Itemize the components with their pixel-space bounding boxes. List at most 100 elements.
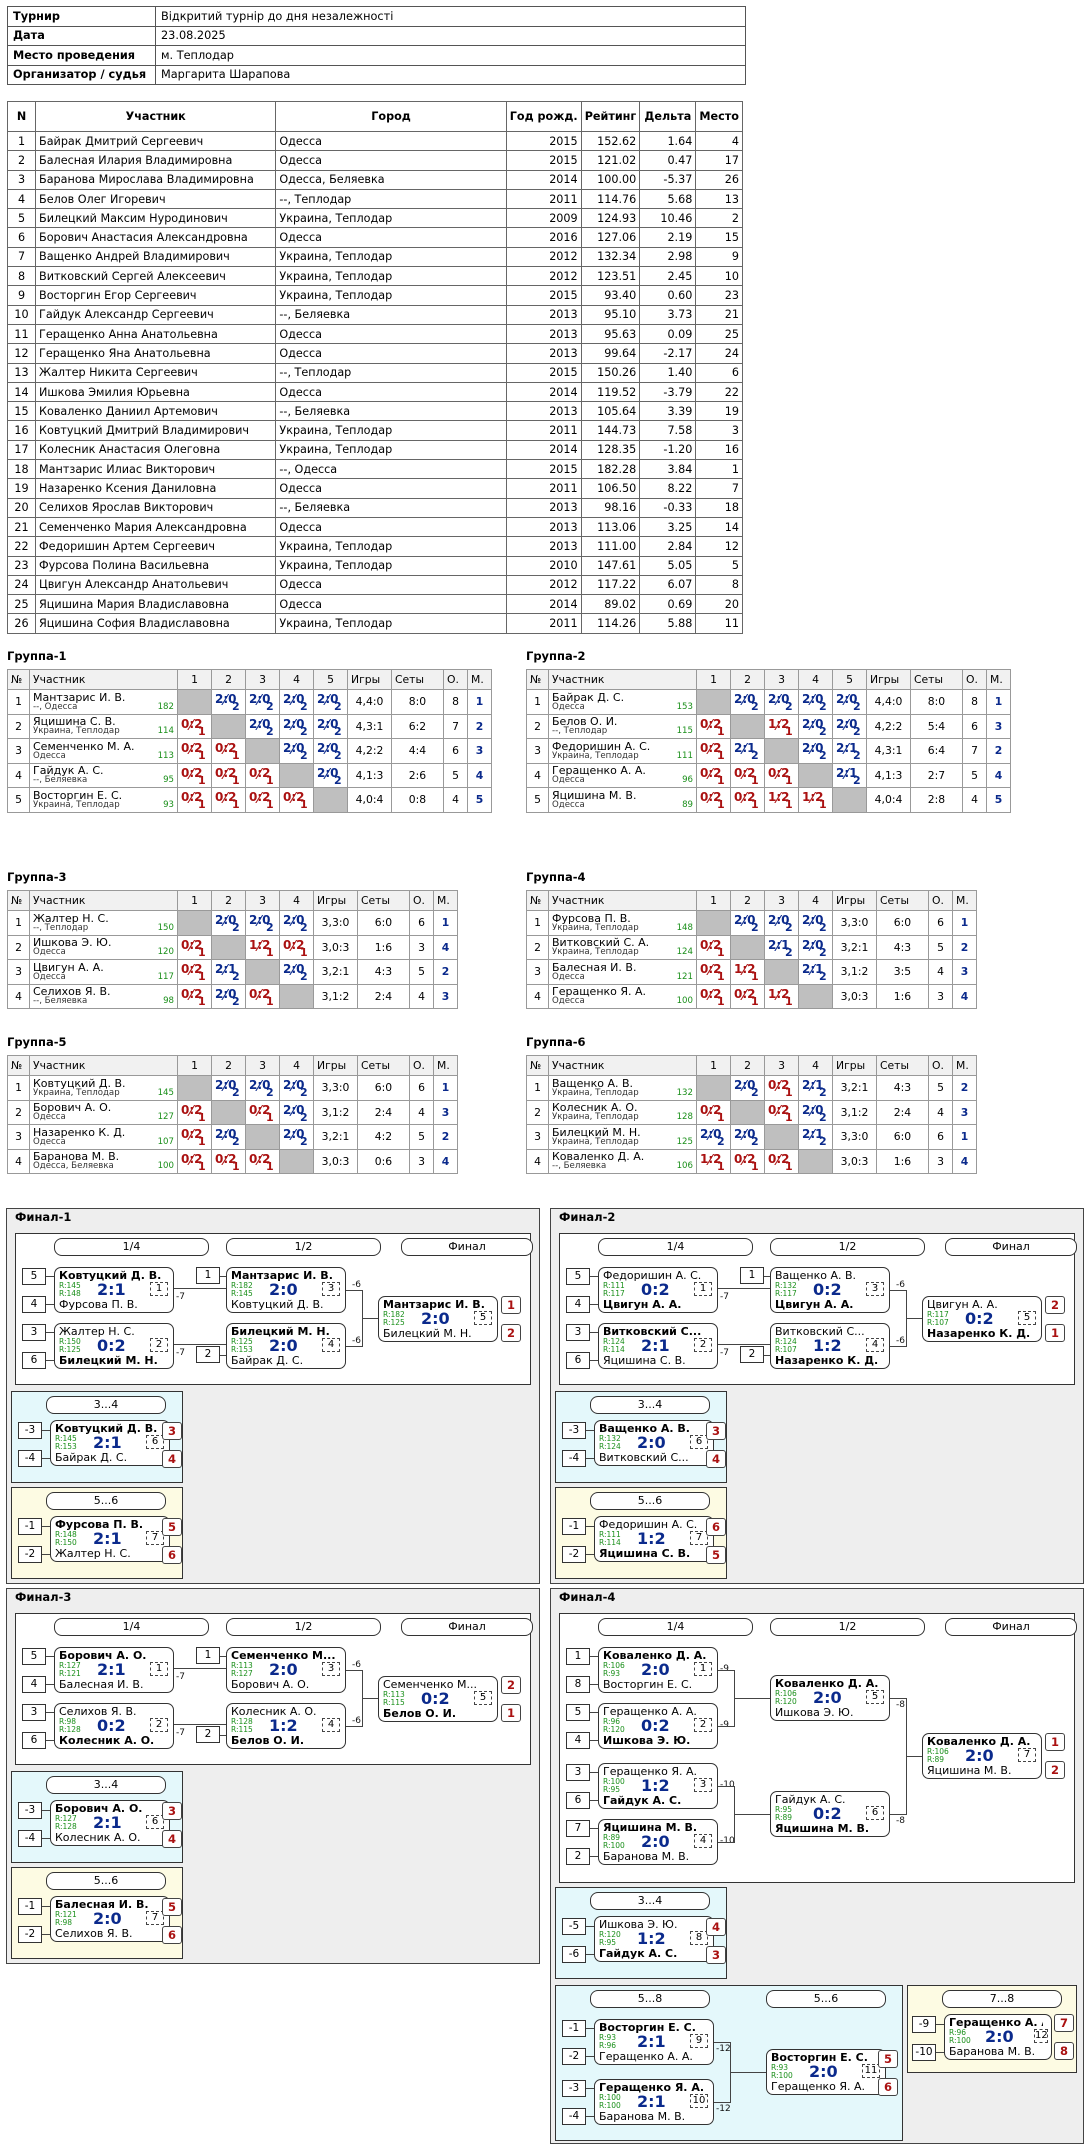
- group-result: 2:0 ⁄ 2: [211, 910, 246, 936]
- group-player-name: Семенченко М. А.: [33, 739, 135, 753]
- group-result: 2:0 ⁄ 2: [313, 689, 348, 715]
- result-slash: ⁄: [811, 1101, 814, 1120]
- participant-cell: 10: [695, 266, 743, 287]
- result-points: 2: [819, 700, 827, 713]
- bracket-section: 1/4 1/2 Финал 5 4 3 6 Борович А. О. R:127 R:121 2:…: [15, 1613, 533, 1765]
- seed-box: -5: [562, 1918, 586, 1935]
- loser-label: -6: [352, 1716, 361, 1726]
- result-slash: ⁄: [709, 1126, 712, 1144]
- group-player: Балесная И. В. Одесса 121: [548, 959, 697, 985]
- group-table: № Участник 1 2 3 4 Игры Сеты О. М. 1 Ващенко А. В. У…: [526, 1055, 977, 1174]
- match-rating-2: R:115: [231, 1725, 253, 1734]
- group-self-cell: [211, 1099, 246, 1125]
- result-score: 2:0: [249, 1078, 271, 1092]
- result-points: 2: [785, 945, 793, 959]
- group-games: 3,1:2: [832, 959, 877, 985]
- participant-cell: Селихов Ярослав Викторович: [35, 497, 277, 518]
- group-sets: 2:8: [910, 787, 963, 813]
- result-slash: ⁄: [777, 1150, 780, 1169]
- result-points: 1: [232, 798, 240, 811]
- participant-cell: 3: [6, 169, 37, 190]
- match-rating-1: R:127: [55, 1814, 77, 1823]
- round-label: 5...6: [590, 1492, 710, 1510]
- round-label: 3...4: [46, 1776, 166, 1794]
- group-col-stat: Сеты: [357, 890, 410, 911]
- group-result: 0:2 ⁄ 1: [696, 983, 731, 1009]
- bracket-line: [590, 1684, 598, 1685]
- match-score: 0:2: [641, 1280, 670, 1299]
- match-number: 2: [150, 1718, 168, 1732]
- result-score: 1:2: [768, 790, 790, 804]
- match-rating-2: R:124: [599, 1442, 621, 1451]
- result-slash: ⁄: [224, 1077, 227, 1095]
- group-place: 1: [952, 910, 977, 936]
- place-box: 2: [501, 1676, 521, 1694]
- match-rating-1: R:96: [949, 2028, 967, 2037]
- group-points: 4: [443, 787, 468, 813]
- loser-label: -6: [352, 1280, 361, 1290]
- group-col-opponent: 1: [177, 669, 212, 690]
- result-points: 2: [785, 921, 793, 934]
- group-points: 3: [409, 934, 434, 960]
- match-number: 4: [694, 1834, 712, 1848]
- group-player-name: Жалтер Н. С.: [33, 911, 109, 925]
- result-points: 2: [334, 700, 342, 713]
- seed-box: -3: [18, 1422, 42, 1439]
- group-place: 3: [952, 1099, 977, 1125]
- match-box: Фурсова П. В. R:148 R:150 2:1 7 Жалтер Н. С.: [50, 1516, 170, 1562]
- bracket-line: [46, 1684, 54, 1685]
- group-sets: 6:4: [910, 738, 963, 764]
- match-player-1: Ковтуцкий Д. В.: [55, 1422, 158, 1435]
- participant-row: 14 Ишкова Эмилия Юрьевна Одесса 2014 119.52-…: [6, 381, 743, 403]
- group-games: 3,0:3: [832, 1148, 877, 1174]
- bracket-section: 5...8 5...6 -1 -2 -3 -4 Восторгин Е. С. R:93 R:9…: [555, 1985, 903, 2141]
- result-slash: ⁄: [292, 1077, 295, 1095]
- group-title: Группа-1: [7, 649, 67, 663]
- group-sets: 4:2: [357, 1124, 410, 1150]
- result-slash: ⁄: [326, 764, 329, 783]
- group-row: 5 Яцишина М. В. Одесса 89 0:2 ⁄ 1 0:2 ⁄ 1 1:2 ⁄ 1 1:2…: [526, 787, 1011, 813]
- match-player-2: Гайдук А. С.: [599, 1947, 678, 1960]
- group-player: Жалтер Н. С. --, Теплодар 150: [29, 910, 178, 936]
- result-score: 2:0: [283, 741, 305, 755]
- participant-cell: 20: [695, 594, 743, 615]
- group-col-stat: М.: [467, 669, 492, 690]
- info-key: Дата: [7, 25, 156, 46]
- match-rating-1: R:125: [231, 1337, 253, 1346]
- match-rating-1: R:100: [603, 1777, 625, 1786]
- match-player-1: Витковский С...: [775, 1325, 865, 1338]
- participant-cell: 2016: [505, 227, 582, 248]
- participant-row: 21 Семенченко Мария Александровна Одесса 20…: [6, 516, 743, 538]
- match-rating-2: R:100: [599, 2101, 621, 2110]
- group-result: 2:0 ⁄ 2: [696, 1124, 731, 1150]
- bracket-line: [734, 1698, 770, 1699]
- participant-row: 6 Борович Анастасия Александровна Одесса 20…: [6, 227, 743, 248]
- seed-box: 3: [22, 1704, 46, 1721]
- match-rating-2: R:89: [927, 1755, 945, 1764]
- result-points: 1: [717, 1159, 725, 1173]
- participant-cell: 2014: [505, 381, 582, 403]
- result-score: 2:0: [734, 692, 756, 706]
- group-player-name: Коваленко Д. А.: [552, 1150, 645, 1164]
- group-col-no: №: [7, 890, 30, 911]
- group-self-cell: [798, 1148, 833, 1174]
- match-player-2: Назаренко К. Д.: [927, 1327, 1031, 1340]
- match-score: 2:1: [641, 1336, 670, 1355]
- match-rating-1: R:150: [59, 1337, 81, 1346]
- group-player: Борович А. О. Одесса 127: [29, 1099, 178, 1125]
- result-points: 1: [266, 945, 274, 959]
- participant-cell: 11: [695, 613, 743, 634]
- place-box: 4: [162, 1450, 182, 1468]
- group-sets: 1:6: [876, 983, 929, 1009]
- group-player-rating: 153: [676, 701, 693, 712]
- place-box: 4: [706, 1918, 726, 1936]
- match-score: 1:2: [637, 1529, 666, 1548]
- group-result: 0:2 ⁄ 1: [177, 738, 212, 764]
- match-rating-2: R:100: [771, 2071, 793, 2080]
- result-points: 1: [198, 724, 206, 738]
- round-label: 1/4: [54, 1618, 209, 1636]
- result-slash: ⁄: [811, 715, 814, 734]
- participant-cell: 17: [695, 150, 743, 171]
- participant-cell: Белов Олег Игоревич: [35, 188, 277, 210]
- info-value: Відкритий турнір до дня незалежності: [155, 6, 746, 27]
